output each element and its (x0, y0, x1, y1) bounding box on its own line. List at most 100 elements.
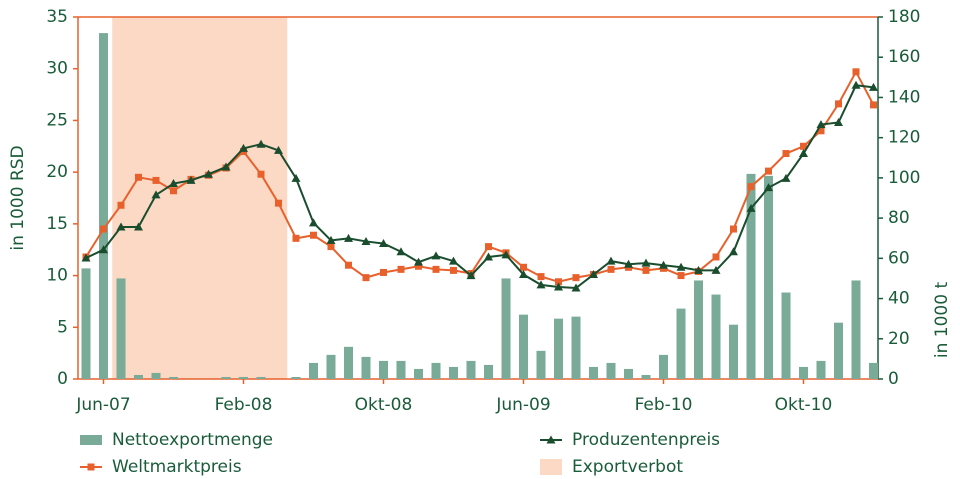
marker (450, 266, 457, 274)
marker (396, 247, 406, 256)
marker (380, 268, 387, 276)
bar (431, 362, 441, 379)
marker (170, 187, 177, 195)
y2-tick-label: 120 (888, 128, 920, 148)
marker (589, 270, 598, 279)
bar (816, 360, 826, 379)
bar (221, 376, 231, 379)
y2-tick-label: 80 (888, 208, 910, 228)
y-tick-label: 10 (46, 266, 68, 286)
marker (781, 173, 791, 182)
marker (659, 260, 668, 269)
bar (396, 360, 406, 379)
marker (397, 265, 405, 273)
x-tick-label: Okt-08 (355, 395, 413, 415)
marker (117, 201, 125, 209)
marker (152, 176, 160, 184)
marker (186, 175, 196, 184)
bar (659, 354, 668, 379)
x-tick-label: Jun-09 (495, 395, 550, 415)
marker (81, 253, 91, 262)
bar (834, 322, 843, 379)
marker (449, 256, 458, 265)
marker (257, 170, 265, 178)
bar (449, 366, 458, 379)
marker (520, 263, 527, 271)
marker (764, 183, 773, 192)
marker (546, 435, 556, 444)
marker (817, 127, 825, 135)
marker (571, 283, 581, 292)
y2-tick-label: 40 (888, 289, 910, 309)
marker (834, 117, 843, 126)
marker (870, 101, 877, 109)
marker (256, 139, 266, 148)
bar (484, 364, 493, 379)
x-tick-label: Jun-07 (75, 395, 130, 415)
bar (799, 366, 808, 379)
bar (309, 362, 318, 379)
bar (781, 292, 791, 379)
bar (169, 376, 178, 379)
y-tick-label: 5 (57, 317, 68, 337)
marker (344, 233, 353, 242)
marker (537, 273, 545, 281)
bar (519, 314, 528, 379)
marker (309, 218, 318, 227)
bar (554, 318, 563, 379)
marker (221, 162, 231, 171)
marker (711, 265, 721, 274)
bar (134, 374, 143, 379)
marker (747, 183, 755, 191)
x-tick-label: Feb-10 (635, 395, 693, 415)
bar (869, 362, 878, 379)
y-tick-label: 15 (46, 214, 68, 234)
y-tick-label: 30 (46, 59, 68, 79)
marker (816, 120, 826, 129)
bar (746, 173, 756, 379)
bar (851, 280, 861, 379)
bar (291, 376, 301, 379)
y-tick-label: 0 (57, 369, 68, 389)
marker (869, 82, 878, 91)
marker (239, 143, 248, 152)
bar (676, 308, 686, 379)
marker (151, 190, 161, 199)
marker (169, 179, 178, 188)
bar (466, 360, 476, 379)
marker (835, 100, 842, 108)
marker (536, 280, 546, 289)
bar (116, 278, 126, 379)
bar (81, 268, 91, 379)
legend-label: Weltmarktpreis (112, 457, 242, 477)
bar (239, 376, 248, 379)
bar (536, 350, 546, 379)
marker (555, 278, 562, 286)
bar (151, 372, 161, 379)
legend-label: Produzentenpreis (572, 430, 720, 450)
marker (501, 250, 511, 259)
marker (310, 231, 317, 239)
marker (607, 265, 615, 273)
y-tick-label: 25 (46, 110, 68, 130)
marker (379, 239, 388, 248)
marker (414, 257, 423, 266)
marker (291, 173, 301, 182)
marker (712, 253, 720, 261)
bar (344, 346, 353, 379)
y2-tick-label: 140 (888, 87, 920, 107)
marker (87, 463, 95, 471)
bar (606, 362, 616, 379)
marker (135, 173, 142, 181)
marker (641, 258, 651, 267)
y2-tick-label: 180 (888, 7, 920, 27)
y-tick-label: 35 (46, 7, 68, 27)
marker (361, 236, 371, 245)
marker (800, 142, 807, 150)
marker (677, 272, 685, 280)
y2-tick-label: 20 (888, 329, 910, 349)
marker (292, 234, 300, 242)
marker (572, 274, 580, 282)
bar (414, 368, 423, 379)
marker (642, 266, 650, 274)
